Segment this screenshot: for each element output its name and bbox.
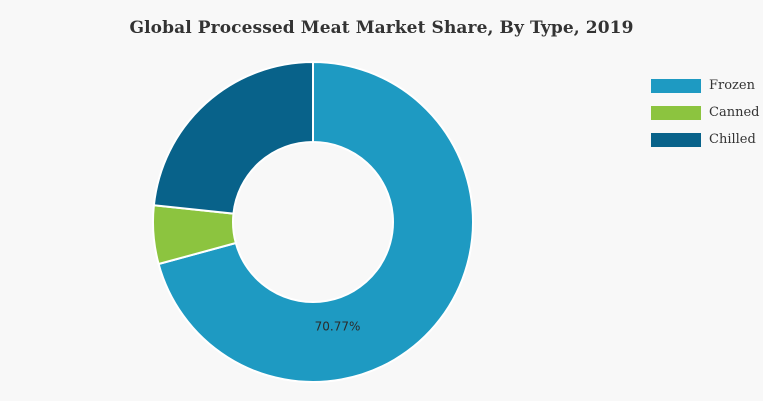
slice-chilled[interactable] xyxy=(152,60,314,215)
data-label-frozen: 70.77% xyxy=(315,320,361,334)
legend-label-chilled: Chilled xyxy=(709,132,756,147)
legend-item-chilled[interactable]: Chilled xyxy=(651,126,759,153)
legend-label-frozen: Frozen xyxy=(709,78,755,93)
chart-title: Global Processed Meat Market Share, By T… xyxy=(129,18,634,38)
legend-label-canned: Canned xyxy=(709,105,760,120)
legend-swatch-canned xyxy=(651,105,701,120)
legend: Frozen Canned Chilled xyxy=(651,72,759,153)
legend-swatch-frozen xyxy=(651,78,701,93)
slice-frozen[interactable] xyxy=(157,60,474,383)
legend-item-frozen[interactable]: Frozen xyxy=(651,72,759,99)
legend-item-canned[interactable]: Canned xyxy=(651,99,759,126)
legend-swatch-chilled xyxy=(651,132,701,147)
